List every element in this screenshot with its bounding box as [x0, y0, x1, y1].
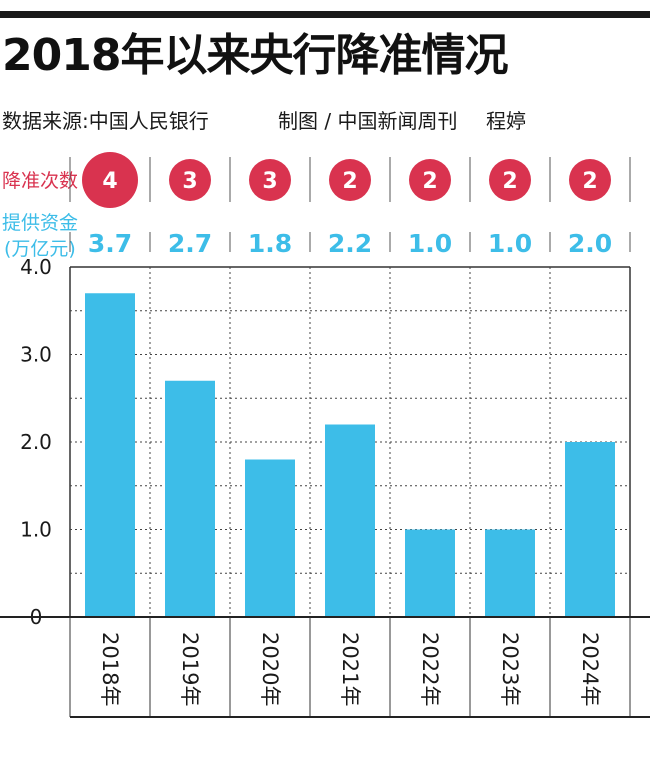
cut-count-circle — [569, 159, 611, 201]
x-tick-label: 2022年 — [418, 632, 442, 706]
cut-count-label: 2 — [502, 169, 517, 194]
cut-count-circle — [489, 159, 531, 201]
value-label: 2.2 — [328, 229, 372, 258]
x-tick-label: 2020年 — [258, 632, 282, 706]
cut-count-label: 3 — [262, 169, 277, 194]
author-name: 程婷 — [486, 109, 526, 133]
cut-count-circle — [169, 159, 211, 201]
cut-count-label: 2 — [582, 169, 597, 194]
data-source: 数据来源:中国人民银行 — [2, 109, 209, 133]
bar — [485, 529, 535, 617]
x-tick-label: 2021年 — [338, 632, 362, 706]
value-label: 2.7 — [168, 229, 212, 258]
x-tick-label: 2023年 — [498, 632, 522, 706]
cut-count-label: 2 — [342, 169, 357, 194]
value-label: 1.0 — [408, 229, 452, 258]
funds-row-unit: (万亿元) — [4, 238, 76, 260]
value-label: 2.0 — [568, 229, 612, 258]
x-tick-label: 2018年 — [98, 632, 122, 706]
y-tick-label: 3.0 — [20, 343, 52, 367]
bar — [325, 424, 375, 617]
cut-count-label: 4 — [102, 169, 117, 194]
y-tick-label: 4.0 — [20, 255, 52, 279]
bar — [565, 442, 615, 617]
cut-count-label: 3 — [182, 169, 197, 194]
chart-title: 2018年以来央行降准情况 — [2, 30, 508, 81]
top-rule — [0, 11, 650, 18]
y-tick-label: 1.0 — [20, 518, 52, 542]
bar — [405, 529, 455, 617]
cut-count-label: 2 — [422, 169, 437, 194]
cut-count-circle — [82, 152, 138, 208]
bar — [85, 293, 135, 617]
cut-count-circle — [329, 159, 371, 201]
y-tick-label: 2.0 — [20, 430, 52, 454]
bar-chart: 降准次数提供资金(万亿元)01.02.03.04.043.72018年32.72… — [0, 152, 650, 718]
bar — [245, 459, 295, 617]
bar — [165, 380, 215, 617]
cuts-row-label: 降准次数 — [2, 170, 78, 192]
value-label: 1.8 — [248, 229, 292, 258]
value-label: 1.0 — [488, 229, 532, 258]
x-tick-label: 2024年 — [578, 632, 602, 706]
x-tick-label: 2019年 — [178, 632, 202, 706]
funds-row-label: 提供资金 — [2, 212, 78, 234]
cut-count-circle — [409, 159, 451, 201]
value-label: 3.7 — [88, 229, 132, 258]
cut-count-circle — [249, 159, 291, 201]
graphic-credit: 制图 / 中国新闻周刊 — [278, 109, 458, 133]
